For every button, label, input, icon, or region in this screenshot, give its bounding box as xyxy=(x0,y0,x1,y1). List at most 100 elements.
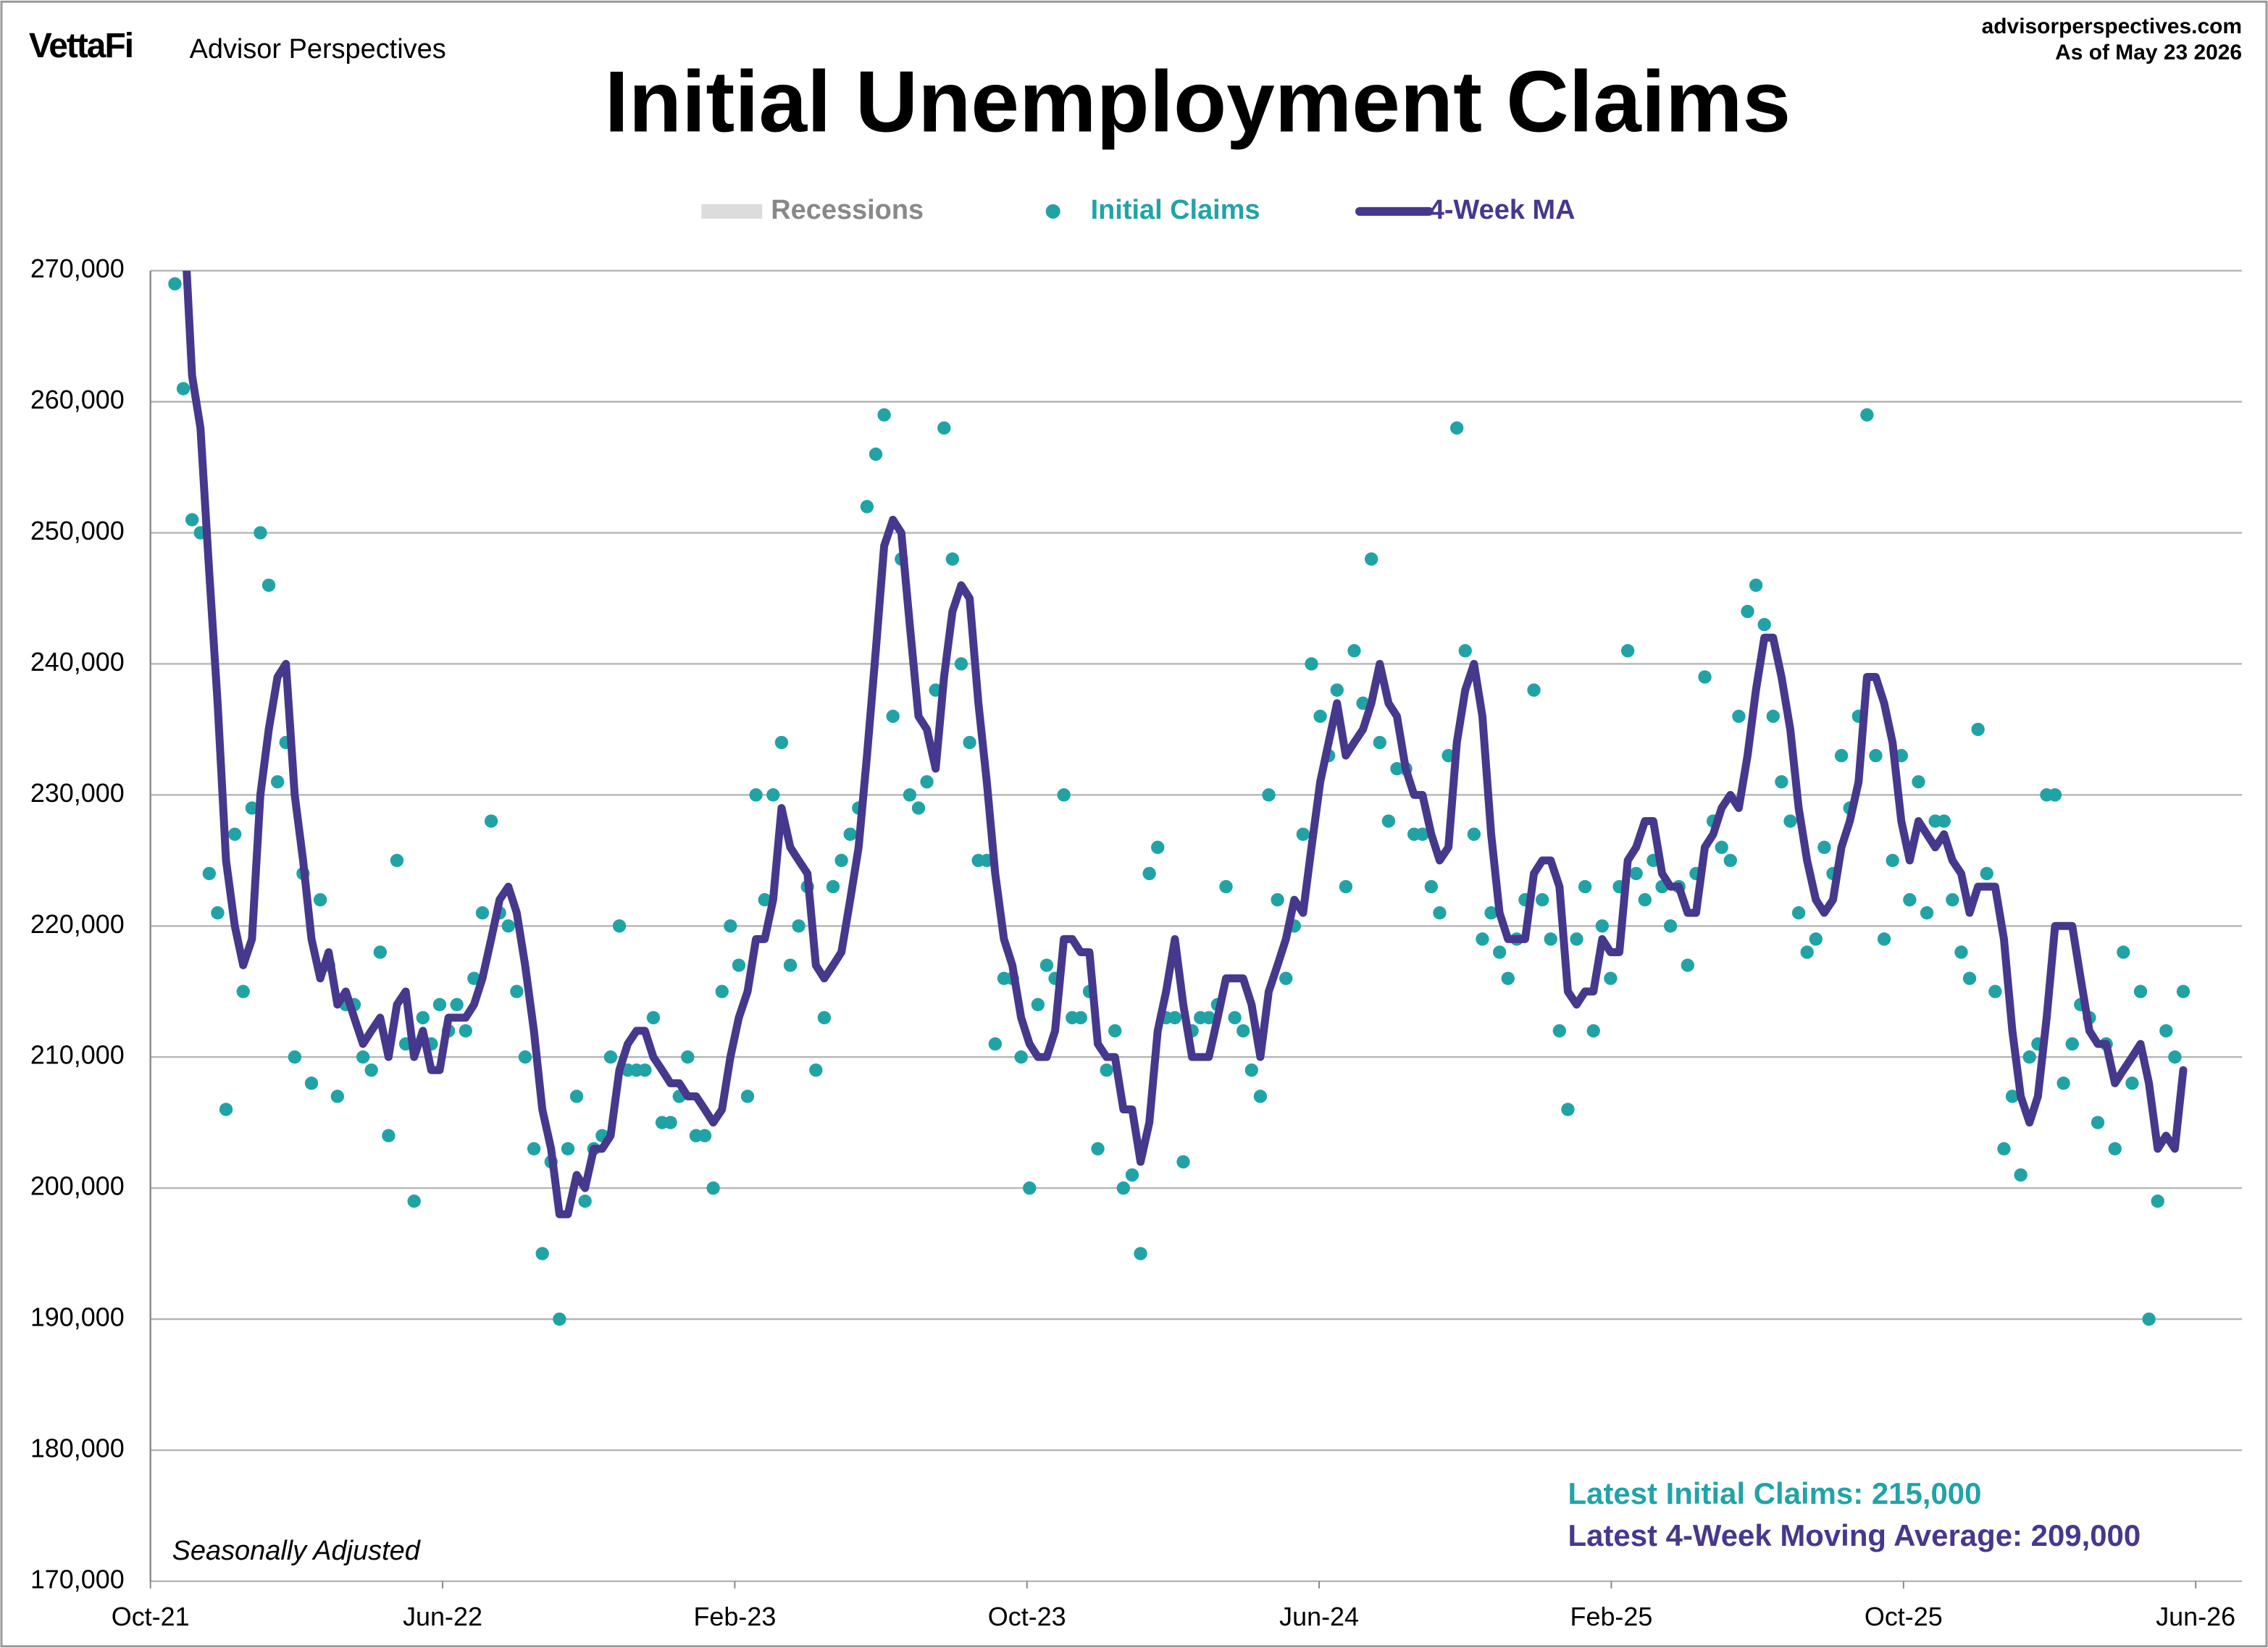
claims-point xyxy=(2005,1089,2020,1103)
claims-point xyxy=(1638,892,1652,907)
claims-point xyxy=(484,814,498,828)
claims-point xyxy=(313,892,327,907)
claims-point xyxy=(792,919,805,933)
legend: Recessions Initial Claims 4-Week MA xyxy=(701,195,1575,225)
claims-point xyxy=(227,827,242,841)
claims-point xyxy=(1492,945,1507,959)
claims-point xyxy=(954,657,968,671)
claims-point xyxy=(1142,866,1156,881)
claims-point xyxy=(1244,1063,1259,1077)
claims-point xyxy=(749,788,763,802)
claims-point xyxy=(869,447,883,461)
claims-point xyxy=(1373,735,1386,750)
claims-point xyxy=(1732,709,1746,724)
claims-point xyxy=(211,905,225,920)
claims-point xyxy=(1074,1011,1088,1025)
claims-point xyxy=(364,1063,378,1077)
legend-label: 4-Week MA xyxy=(1429,195,1576,225)
claims-point xyxy=(356,1050,370,1064)
claims-point xyxy=(432,997,447,1012)
claims-point xyxy=(2108,1142,2122,1156)
claims-point xyxy=(1791,905,1806,920)
claims-point xyxy=(612,919,627,933)
legend-label: Recessions xyxy=(771,195,924,225)
legend-swatch xyxy=(1045,204,1060,219)
claims-point xyxy=(809,1063,823,1077)
annotation: Seasonally Adjusted xyxy=(172,1536,422,1566)
claims-point xyxy=(715,984,729,998)
claims-point xyxy=(390,853,404,868)
claims-point xyxy=(1954,945,1968,959)
claims-point xyxy=(1860,408,1874,422)
x-tick-label: Jun-22 xyxy=(403,1602,482,1631)
claims-point xyxy=(416,1011,430,1025)
claims-point xyxy=(740,1089,755,1103)
claims-point xyxy=(1449,421,1464,435)
claims-point xyxy=(1775,775,1788,789)
claims-point xyxy=(2133,984,2148,998)
claims-point xyxy=(510,984,524,998)
claims-point xyxy=(176,382,191,396)
claims-point xyxy=(1467,827,1481,841)
claims-point xyxy=(578,1195,592,1208)
claims-point xyxy=(382,1129,396,1142)
claims-point xyxy=(1253,1089,1268,1103)
claims-point xyxy=(1681,958,1695,972)
claims-point xyxy=(1783,814,1797,828)
claims-point xyxy=(1886,853,1899,868)
claims-point xyxy=(1168,1011,1182,1025)
claims-point xyxy=(1039,958,1054,972)
claims-point xyxy=(2142,1312,2156,1326)
claims-point xyxy=(1757,617,1771,632)
claims-point xyxy=(1014,1050,1028,1064)
claims-point xyxy=(1570,932,1583,946)
claims-point xyxy=(1552,1024,1567,1038)
y-tick-label: 190,000 xyxy=(30,1302,125,1332)
claims-point xyxy=(1305,657,1318,671)
claims-point xyxy=(304,1076,319,1090)
x-tick-label: Feb-23 xyxy=(693,1602,776,1631)
claims-point xyxy=(1723,853,1738,868)
claims-point xyxy=(1912,775,1925,789)
claims-point xyxy=(1741,604,1754,619)
claims-point xyxy=(1980,866,1993,881)
claims-point xyxy=(1228,1011,1242,1025)
claims-point xyxy=(1151,840,1165,854)
claims-point xyxy=(1903,892,1917,907)
brand-logo: VettaFi xyxy=(29,27,133,65)
legend-swatch xyxy=(701,204,763,219)
claims-point xyxy=(450,997,464,1012)
claims-point xyxy=(1809,932,1823,946)
claims-point xyxy=(501,919,515,933)
claims-point xyxy=(270,775,285,789)
ma-line xyxy=(183,270,2188,1218)
claims-point xyxy=(1535,892,1549,907)
claims-point xyxy=(1920,905,1934,920)
y-tick-label: 210,000 xyxy=(30,1040,125,1070)
claims-point xyxy=(475,905,490,920)
claims-point xyxy=(886,709,900,724)
claims-point xyxy=(2125,1076,2139,1090)
x-tick-label: Oct-23 xyxy=(988,1602,1066,1631)
claims-point xyxy=(638,1063,652,1077)
claims-point xyxy=(698,1129,712,1142)
y-tick-label: 260,000 xyxy=(30,385,125,414)
claims-point xyxy=(1458,644,1472,658)
claims-point xyxy=(2048,788,2062,802)
claims-point xyxy=(1629,866,1643,881)
claims-point xyxy=(1365,552,1378,566)
claims-point xyxy=(706,1181,720,1195)
claims-point xyxy=(1296,827,1310,841)
claims-point xyxy=(1313,709,1327,724)
x-tick-label: Oct-21 xyxy=(112,1602,190,1631)
claims-point xyxy=(288,1050,302,1064)
claims-point xyxy=(1997,1142,2011,1156)
claims-point xyxy=(254,526,267,540)
claims-point xyxy=(834,853,848,868)
claims-point xyxy=(1433,905,1447,920)
claims-point xyxy=(407,1195,421,1208)
claims-point xyxy=(937,421,951,435)
y-tick-label: 250,000 xyxy=(30,516,125,545)
claims-point xyxy=(2022,1050,2036,1064)
